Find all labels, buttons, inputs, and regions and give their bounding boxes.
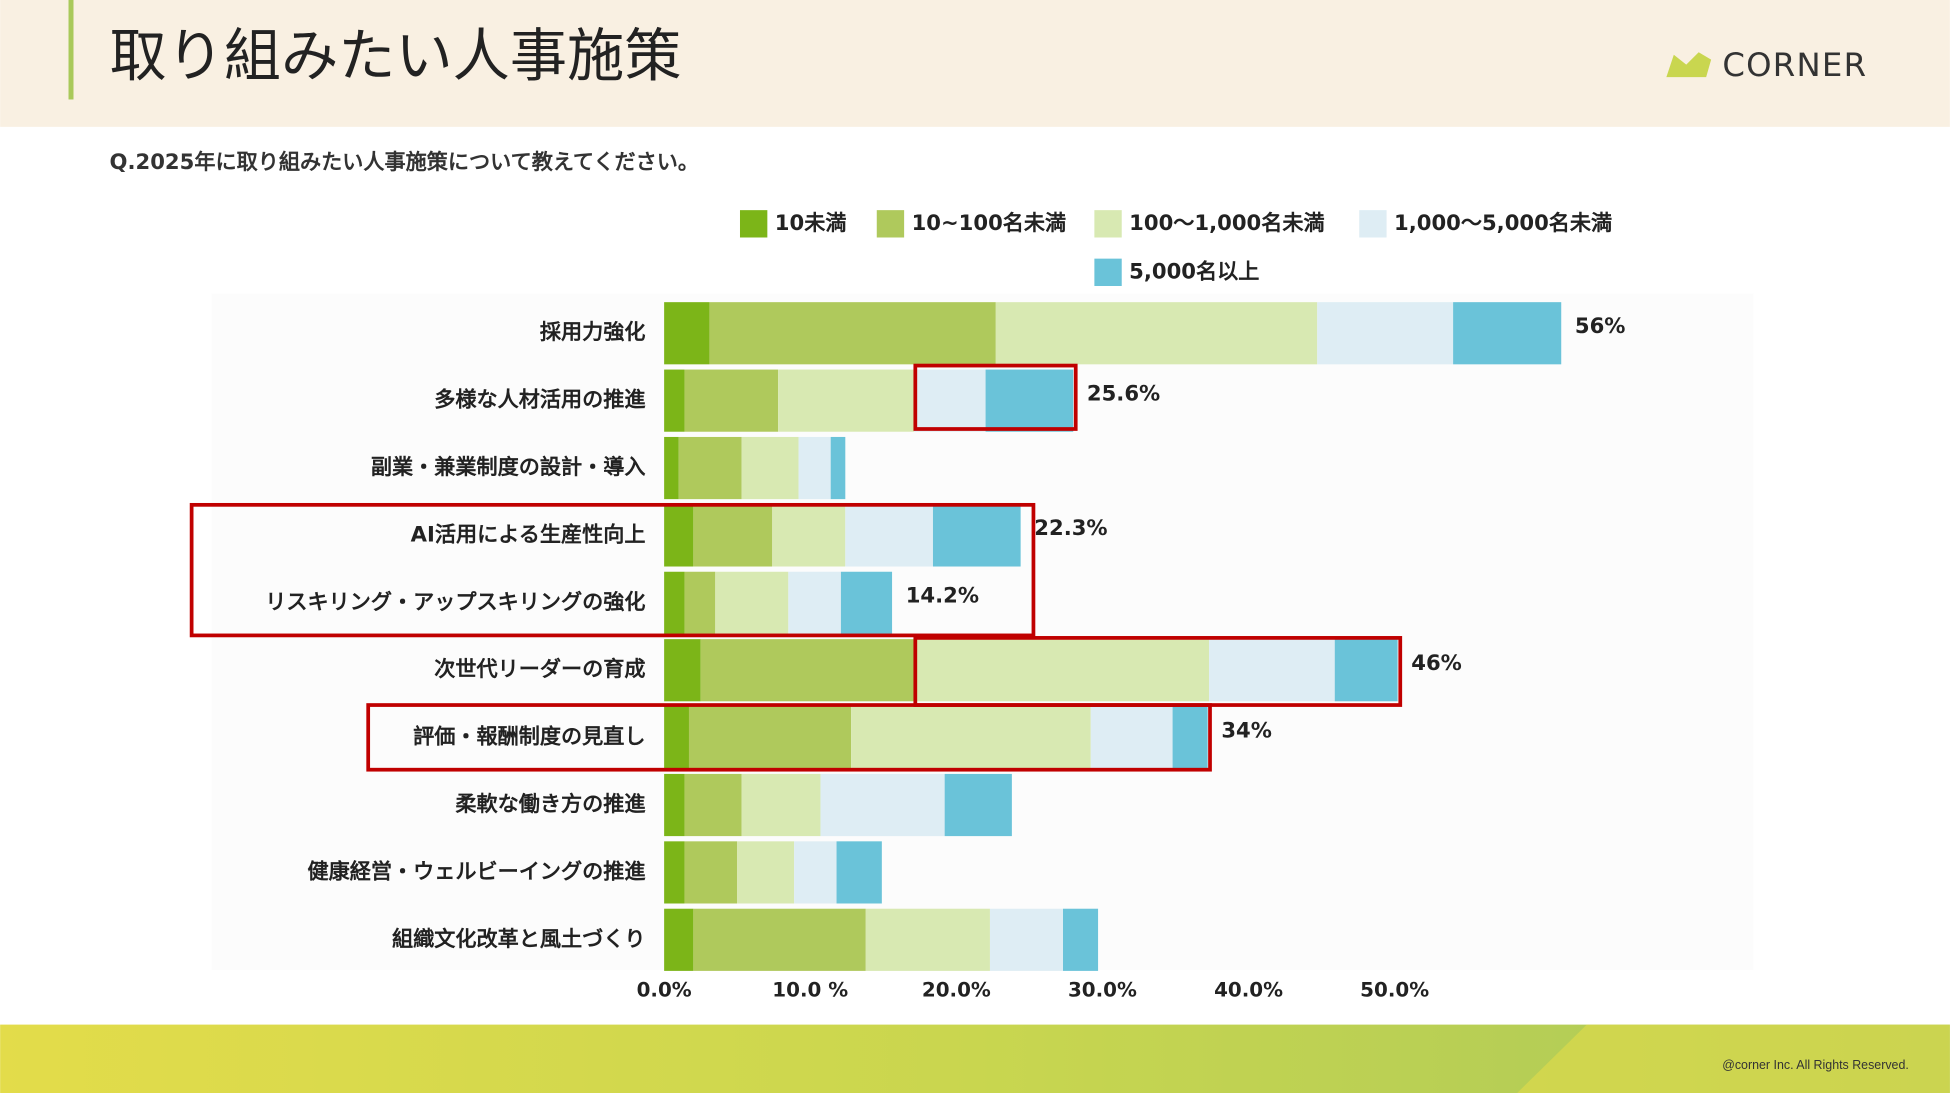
bar-segment: [932, 504, 1021, 567]
x-tick-label: 10.0 %: [772, 979, 848, 1002]
bar-segment: [664, 841, 685, 904]
bar-segment: [741, 773, 821, 837]
subtitle: Q.2025年に取り組みたい人事施策について教えてください。: [110, 149, 699, 174]
bar-segment: [664, 436, 679, 500]
legend-label: 10未満: [775, 210, 847, 235]
bar-segment: [693, 504, 773, 567]
bar-segment: [778, 369, 914, 432]
legend-swatch: [876, 210, 905, 238]
logo-mark: [1666, 52, 1712, 78]
highlight-box: [189, 502, 1036, 638]
bar-segment: [664, 639, 701, 702]
legend-swatch: [1359, 210, 1387, 238]
bar-segment: [741, 436, 799, 500]
bar-segment: [944, 773, 1012, 837]
bar-segment: [788, 571, 841, 634]
bar-segment: [709, 302, 996, 365]
bar-segment: [664, 571, 685, 634]
highlight-box: [913, 363, 1078, 431]
highlight-box: [366, 703, 1212, 772]
bar-segment: [772, 504, 846, 567]
bar-segment: [664, 773, 685, 837]
legend-label: 5,000名以上: [1129, 258, 1259, 283]
page-title: 取り組みたい人事施策: [110, 23, 682, 89]
bar-segment: [989, 908, 1064, 971]
bar-segment: [1172, 706, 1208, 769]
bar-segment: [688, 706, 852, 769]
bar-segment: [664, 369, 685, 432]
bar-segment: [851, 706, 1091, 769]
category-label: AI活用による生産性向上: [411, 521, 646, 546]
total-label: 14.2%: [906, 583, 979, 608]
header-band: [0, 0, 1950, 127]
category-label: リスキリング・アップスキリングの強化: [265, 589, 645, 614]
bar-segment: [715, 571, 789, 634]
legend-label: 100〜1,000名未満: [1129, 210, 1324, 235]
bar-segment: [1317, 302, 1454, 365]
copyright: @corner Inc. All Rights Reserved.: [1722, 1058, 1909, 1072]
category-label: 組織文化改革と風土づくり: [392, 926, 646, 951]
bar-segment: [684, 571, 716, 634]
x-tick-label: 0.0%: [637, 979, 692, 1002]
category-label: 副業・兼業制度の設計・導入: [371, 454, 646, 479]
footer-accent: [1517, 1024, 1950, 1093]
category-label: 多様な人材活用の推進: [434, 387, 646, 412]
x-tick-label: 30.0%: [1068, 979, 1137, 1002]
logo: CORNER: [1722, 46, 1867, 84]
bar-segment: [1334, 639, 1398, 702]
chart-body: 10未満 10~100名未満 100〜1,000名未満 1,000〜5,000名未満 5…: [265, 210, 1625, 1002]
bar-segment: [830, 436, 846, 500]
bar-segment: [913, 369, 986, 432]
total-label: 22.3%: [1034, 515, 1107, 540]
bar-segment: [684, 841, 738, 904]
bar-segment: [693, 908, 866, 971]
bar-segment: [664, 706, 689, 769]
x-tick-label: 50.0%: [1360, 979, 1429, 1002]
bar-segment: [913, 639, 1210, 702]
legend-swatch: [1094, 210, 1122, 238]
highlights: [189, 363, 1403, 772]
legend-swatch: [739, 210, 768, 238]
category-label: 採用力強化: [540, 319, 646, 344]
legend-label: 10~100名未満: [912, 210, 1067, 235]
bar-segment: [664, 302, 710, 365]
total-label: 46%: [1411, 650, 1462, 675]
bar-segment: [836, 841, 882, 904]
category-label: 柔軟な働き方の推進: [455, 791, 646, 816]
legend-label: 1,000〜5,000名未満: [1394, 210, 1612, 235]
bar-segment: [664, 908, 694, 971]
bar-segment: [1090, 706, 1173, 769]
x-tick-label: 40.0%: [1214, 979, 1283, 1002]
bar-segment: [985, 369, 1074, 432]
bar-segment: [684, 773, 742, 837]
bar-segment: [845, 504, 933, 567]
total-label: 25.6%: [1087, 380, 1160, 405]
bar-segment: [1453, 302, 1562, 365]
bar-segment: [1209, 639, 1335, 702]
category-label: 評価・報酬制度の見直し: [413, 724, 645, 749]
bar-segment: [700, 639, 914, 702]
bar-segment: [865, 908, 990, 971]
category-label: 次世代リーダーの育成: [434, 656, 645, 681]
x-tick-label: 20.0%: [922, 979, 991, 1002]
total-label: 34%: [1221, 717, 1272, 742]
bar-segment: [737, 841, 795, 904]
bar-segment: [820, 773, 945, 837]
bar-segment: [1063, 908, 1099, 971]
header-accent: [68, 0, 74, 100]
total-label: 56%: [1575, 313, 1626, 338]
bar-segment: [794, 841, 837, 904]
bar-segment: [684, 369, 779, 432]
bar-segment: [678, 436, 742, 500]
bar-segment: [664, 504, 694, 567]
bar-segment: [840, 571, 893, 634]
bar-segment: [995, 302, 1318, 365]
bar-segment: [798, 436, 831, 500]
category-label: 健康経営・ウェルビーイングの推進: [307, 858, 646, 883]
legend-swatch: [1094, 258, 1122, 286]
